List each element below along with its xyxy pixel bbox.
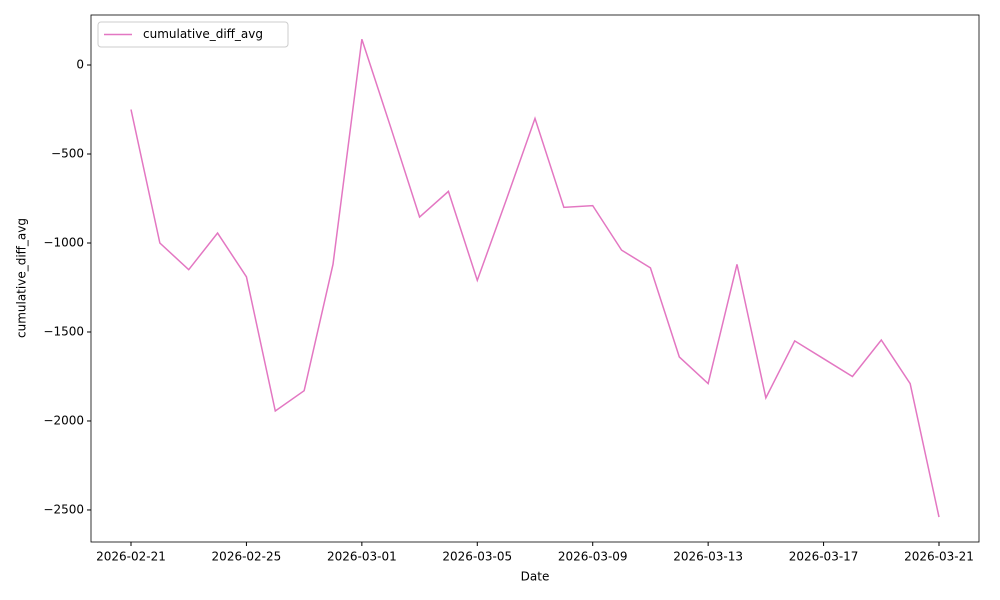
- x-tick-label: 2026-03-13: [673, 550, 743, 564]
- x-tick-label: 2026-03-17: [789, 550, 859, 564]
- x-axis-label: Date: [521, 570, 550, 584]
- y-tick-label: −500: [51, 147, 84, 161]
- y-axis-label: cumulative_diff_avg: [15, 218, 29, 338]
- y-tick-label: −1000: [43, 235, 84, 249]
- legend-label: cumulative_diff_avg: [143, 27, 263, 41]
- x-tick-label: 2026-03-09: [558, 550, 628, 564]
- x-tick-label: 2026-03-21: [904, 550, 974, 564]
- y-tick-label: −2000: [43, 413, 84, 427]
- x-tick-label: 2026-03-01: [327, 550, 397, 564]
- x-tick-label: 2026-02-25: [212, 550, 282, 564]
- y-tick-label: −1500: [43, 324, 84, 338]
- line: [130, 38, 940, 518]
- y-tick-label: −2500: [43, 502, 84, 516]
- x-tick-label: 2026-03-05: [442, 550, 512, 564]
- legend-box: [97, 21, 289, 48]
- x-tick-label: 2026-02-21: [96, 550, 166, 564]
- plot-frame: [90, 14, 980, 543]
- y-tick-label: 0: [76, 58, 84, 72]
